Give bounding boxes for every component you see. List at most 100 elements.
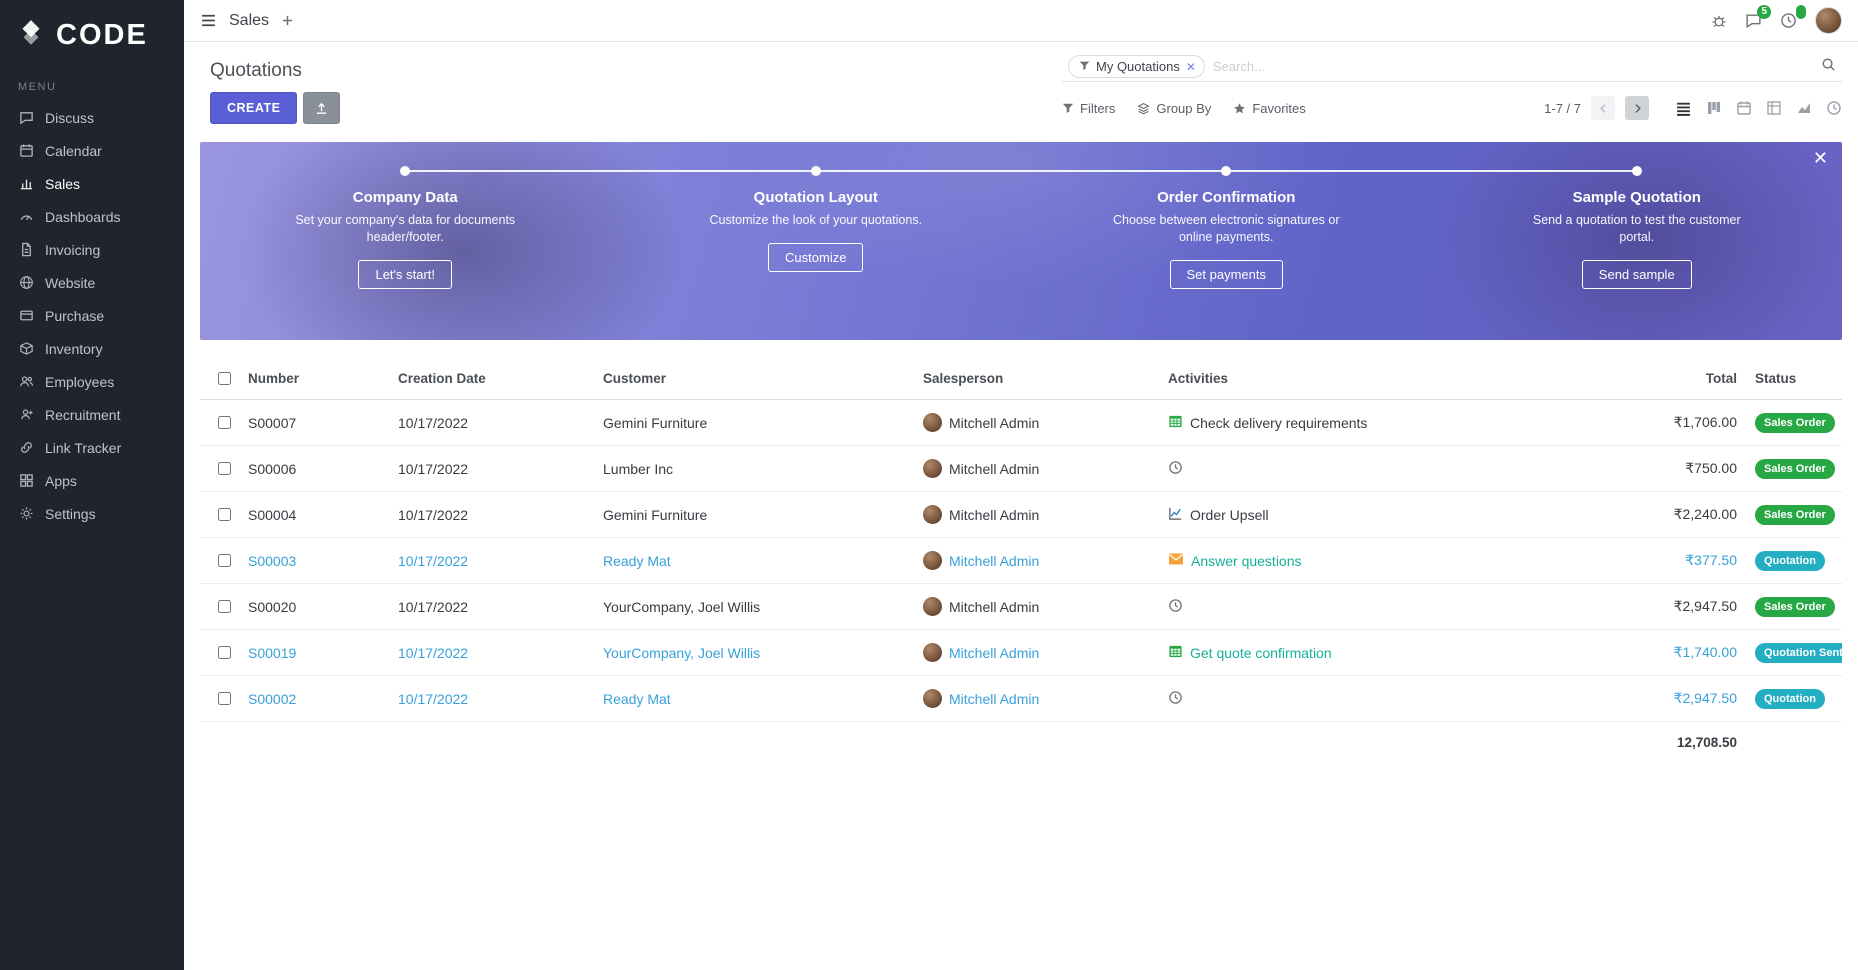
groupby-button[interactable]: Group By (1137, 101, 1211, 116)
sidebar-item-invoicing[interactable]: Invoicing (0, 233, 184, 266)
column-header-customer[interactable]: Customer (603, 371, 667, 386)
salesperson-avatar (923, 505, 942, 524)
cell-total: ₹2,947.50 (1673, 690, 1737, 706)
row-checkbox[interactable] (217, 692, 231, 705)
filters-button[interactable]: Filters (1062, 101, 1115, 116)
row-checkbox[interactable] (217, 600, 231, 613)
cell-activity[interactable]: Get quote confirmation (1190, 644, 1332, 661)
table-row[interactable]: S00006 10/17/2022 Lumber Inc Mitchell Ad… (200, 446, 1842, 492)
messages-icon[interactable]: 5 (1745, 5, 1771, 29)
sidebar-item-discuss[interactable]: Discuss (0, 101, 184, 134)
banner-close-icon[interactable]: ✕ (1812, 148, 1828, 168)
salesperson-avatar (923, 413, 942, 432)
topbar: Sales 5 (184, 0, 1858, 42)
pager-prev-button[interactable] (1591, 96, 1615, 120)
table-header-row: Number Creation Date Customer Salesperso… (200, 358, 1842, 400)
cell-customer: Ready Mat (603, 690, 671, 707)
salesperson-avatar (923, 551, 942, 570)
spreadsheet-icon[interactable] (1168, 414, 1183, 432)
table-row[interactable]: S00019 10/17/2022 YourCompany, Joel Will… (200, 630, 1842, 676)
sidebar-item-recruitment[interactable]: Recruitment (0, 398, 184, 431)
column-header-status[interactable]: Status (1755, 371, 1797, 386)
column-header-creation-date[interactable]: Creation Date (398, 371, 486, 386)
spreadsheet-icon[interactable] (1168, 644, 1183, 662)
view-list-icon[interactable] (1675, 100, 1692, 117)
sidebar-item-purchase[interactable]: Purchase (0, 299, 184, 332)
row-checkbox[interactable] (217, 554, 231, 567)
favorites-button[interactable]: Favorites (1233, 101, 1306, 116)
hamburger-menu-icon[interactable] (200, 12, 217, 29)
customize-button[interactable]: Customize (768, 242, 864, 272)
view-activity-icon[interactable] (1826, 100, 1842, 116)
column-header-total[interactable]: Total (1705, 371, 1737, 386)
search-icon[interactable] (1821, 57, 1836, 77)
row-checkbox[interactable] (217, 508, 231, 521)
set-payments-button[interactable]: Set payments (1169, 259, 1283, 289)
cell-salesperson: Mitchell Admin (949, 414, 1040, 431)
cell-total: ₹1,740.00 (1673, 644, 1737, 660)
cell-activity[interactable]: Order Upsell (1190, 506, 1269, 523)
row-checkbox[interactable] (217, 462, 231, 475)
cell-creation-date: 10/17/2022 (398, 414, 469, 431)
lets-start-button[interactable]: Let's start! (358, 259, 453, 289)
search-input[interactable] (1212, 59, 1813, 74)
add-plus-icon[interactable] (281, 14, 294, 27)
cell-activity[interactable]: Answer questions (1191, 552, 1302, 569)
pager-next-button[interactable] (1625, 96, 1649, 120)
onboarding-step-order-confirmation: Order Confirmation Choose between electr… (1021, 166, 1432, 340)
send-sample-button[interactable]: Send sample (1581, 259, 1692, 289)
user-avatar[interactable] (1815, 7, 1842, 34)
sidebar-item-employees[interactable]: Employees (0, 365, 184, 398)
row-checkbox[interactable] (217, 416, 231, 429)
sidebar-item-calendar[interactable]: Calendar (0, 134, 184, 167)
column-header-salesperson[interactable]: Salesperson (923, 371, 1004, 386)
create-button[interactable]: CREATE (210, 92, 298, 124)
export-upload-button[interactable] (303, 92, 341, 124)
search-facet: My Quotations ✕ (1068, 55, 1205, 78)
debug-bug-icon[interactable] (1711, 13, 1727, 29)
sidebar-item-link-tracker[interactable]: Link Tracker (0, 431, 184, 464)
status-badge: Quotation (1755, 550, 1825, 571)
sidebar-item-apps[interactable]: Apps (0, 464, 184, 497)
sidebar-item-website[interactable]: Website (0, 266, 184, 299)
sidebar-item-label: Calendar (45, 142, 102, 159)
logo[interactable]: CODE (0, 0, 184, 67)
column-header-number[interactable]: Number (248, 371, 300, 386)
sidebar-item-inventory[interactable]: Inventory (0, 332, 184, 365)
view-calendar-icon[interactable] (1736, 100, 1752, 116)
cell-creation-date: 10/17/2022 (398, 506, 469, 523)
table-row[interactable]: S00004 10/17/2022 Gemini Furniture Mitch… (200, 492, 1842, 538)
link-icon (18, 440, 34, 455)
filter-funnel-icon (1079, 59, 1090, 74)
line-chart-icon[interactable] (1168, 506, 1183, 524)
sidebar-item-label: Discuss (45, 109, 95, 126)
step-dot (400, 166, 411, 176)
clock-icon[interactable] (1168, 460, 1183, 478)
sidebar-item-sales[interactable]: Sales (0, 167, 184, 200)
sidebar-item-dashboards[interactable]: Dashboards (0, 200, 184, 233)
table-row[interactable]: S00007 10/17/2022 Gemini Furniture Mitch… (200, 400, 1842, 446)
row-checkbox[interactable] (217, 646, 231, 659)
clock-icon[interactable] (1168, 690, 1183, 708)
onboarding-banner: ✕ Company Data Set your company's data f… (200, 142, 1842, 340)
cell-customer: YourCompany, Joel Willis (603, 598, 761, 615)
envelope-icon[interactable] (1168, 552, 1184, 569)
view-kanban-icon[interactable] (1706, 100, 1722, 116)
table-row[interactable]: S00002 10/17/2022 Ready Mat Mitchell Adm… (200, 676, 1842, 722)
current-app-name[interactable]: Sales (229, 11, 270, 29)
select-all-checkbox[interactable] (217, 372, 231, 385)
search-bar[interactable]: My Quotations ✕ (1062, 52, 1842, 82)
table-row[interactable]: S00003 10/17/2022 Ready Mat Mitchell Adm… (200, 538, 1842, 584)
sidebar-item-label: Sales (45, 175, 81, 192)
column-header-activities[interactable]: Activities (1168, 371, 1229, 386)
activities-clock-icon[interactable] (1780, 5, 1806, 29)
page-title: Quotations (210, 60, 302, 81)
clock-icon[interactable] (1168, 598, 1183, 616)
facet-remove-icon[interactable]: ✕ (1185, 59, 1196, 74)
cell-activity[interactable]: Check delivery requirements (1190, 414, 1368, 431)
view-pivot-icon[interactable] (1766, 100, 1782, 116)
sidebar-item-label: Website (45, 274, 96, 291)
table-row[interactable]: S00020 10/17/2022 YourCompany, Joel Will… (200, 584, 1842, 630)
sidebar-item-settings[interactable]: Settings (0, 497, 184, 530)
view-graph-icon[interactable] (1796, 100, 1812, 116)
